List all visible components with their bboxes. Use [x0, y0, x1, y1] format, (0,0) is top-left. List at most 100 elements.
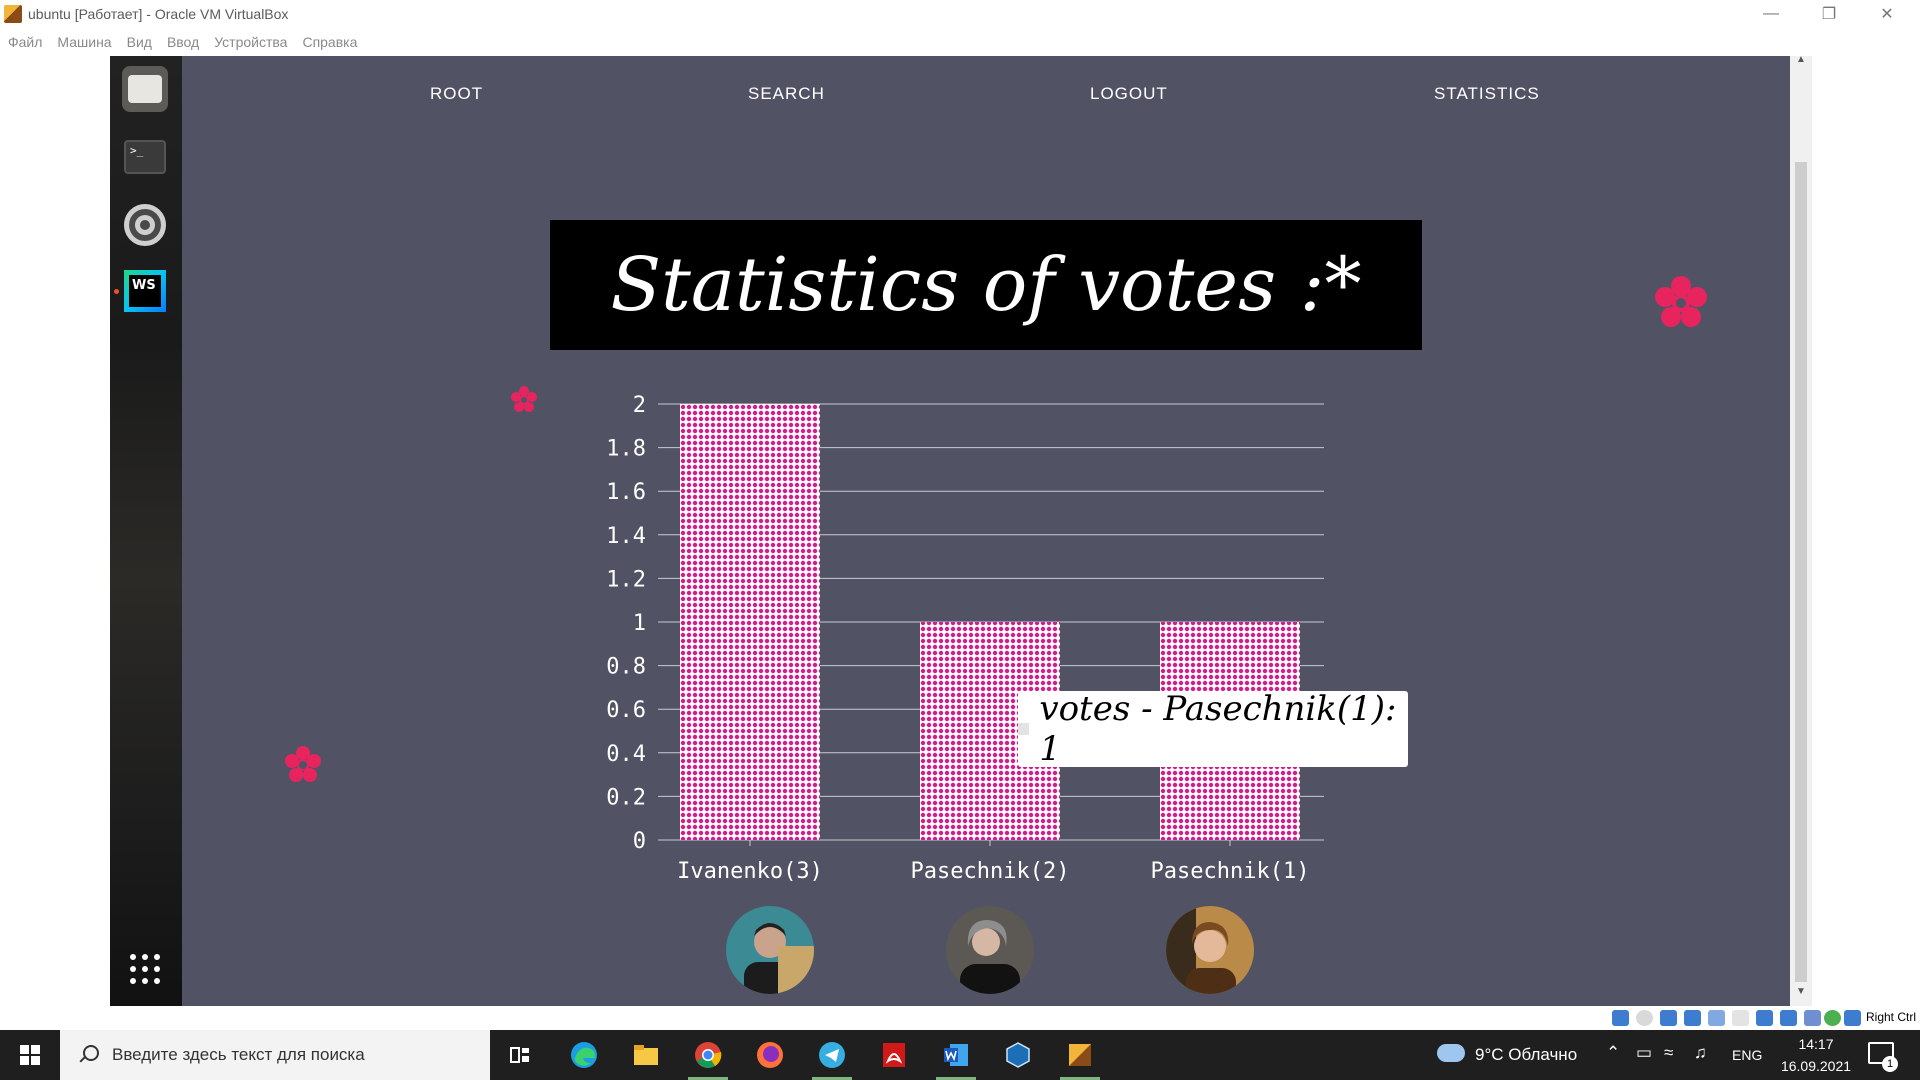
network-icon[interactable]: [1684, 1010, 1701, 1026]
y-tick-label: 1.8: [606, 437, 646, 462]
x-tick-label: Ivanenko(3): [677, 859, 823, 884]
weather-text[interactable]: 9°C Облачно: [1475, 1045, 1578, 1064]
vbox-menubar: Файл Машина Вид Ввод Устройства Справка: [0, 28, 1920, 56]
notification-count: 1: [1882, 1056, 1898, 1072]
scrollbar-thumb[interactable]: [1795, 162, 1807, 982]
files-icon[interactable]: [122, 66, 168, 112]
volume-icon[interactable]: ♫: [1694, 1043, 1707, 1062]
page-title: Statistics of votes :*: [610, 242, 1362, 328]
avatar-pasechnik-1[interactable]: [1166, 906, 1254, 994]
search-placeholder: Введите здесь текст для поиска: [112, 1045, 365, 1064]
flower-icon: [511, 386, 537, 412]
nav-search[interactable]: SEARCH: [748, 84, 825, 103]
windows-logo-icon: [20, 1045, 40, 1065]
virtualbox-icon: [4, 5, 22, 23]
search-icon: [78, 1045, 99, 1065]
minimize-icon[interactable]: —: [1763, 5, 1779, 22]
host-key-label: Right Ctrl: [1866, 1010, 1917, 1024]
telegram-icon[interactable]: [806, 1030, 858, 1080]
guest-screen: >_ WS ROOT SEARCH LOGOUT STATISTICS Stat…: [110, 56, 1790, 1006]
firefox-icon[interactable]: [744, 1030, 796, 1080]
recording-icon[interactable]: [1780, 1010, 1797, 1026]
word-icon[interactable]: [930, 1030, 982, 1080]
battery-icon[interactable]: ▭: [1636, 1043, 1653, 1062]
vbox-scrollbar[interactable]: ▲ ▼: [1790, 54, 1812, 1006]
clock-time[interactable]: 14:17: [1798, 1036, 1834, 1052]
menu-file[interactable]: Файл: [8, 34, 43, 50]
title-banner: Statistics of votes :*: [550, 220, 1422, 350]
webstorm-icon[interactable]: WS: [122, 268, 168, 314]
display-icon[interactable]: [1756, 1010, 1773, 1026]
votes-bar-chart: 0 0.2 0.4 0.6 0.8 1 1.2 1.4 1.6 1.8 2 Ivanenko(3) P…: [606, 393, 1324, 884]
scroll-down-icon[interactable]: ▼: [1796, 986, 1806, 997]
restore-icon[interactable]: ❐: [1821, 6, 1837, 23]
edge-icon[interactable]: [558, 1030, 610, 1080]
menu-help[interactable]: Справка: [302, 34, 358, 50]
y-tick-label: 1: [633, 611, 646, 636]
clock-date[interactable]: 16.09.2021: [1780, 1058, 1852, 1074]
menu-input[interactable]: Ввод: [166, 34, 200, 50]
settings-icon[interactable]: [122, 202, 168, 248]
wifi-icon[interactable]: ≈: [1664, 1043, 1674, 1062]
cpu-icon[interactable]: [1804, 1010, 1821, 1026]
language-indicator[interactable]: ENG: [1732, 1047, 1763, 1063]
y-tick-label: 0.2: [606, 785, 646, 810]
avatar-ivanenko[interactable]: [726, 906, 814, 994]
y-tick-label: 1.4: [606, 524, 646, 549]
active-app-indicator: [936, 1077, 976, 1080]
optical-drive-icon[interactable]: [1636, 1010, 1653, 1026]
active-app-indicator: [1060, 1077, 1100, 1080]
y-tick-label: 0.8: [606, 655, 646, 680]
ubuntu-dock: >_ WS: [110, 56, 182, 1006]
window-title: ubuntu [Работает] - Oracle VM VirtualBox: [28, 6, 289, 22]
show-applications-icon[interactable]: [130, 954, 162, 986]
tooltip-swatch: [1018, 723, 1030, 735]
close-icon[interactable]: ✕: [1880, 6, 1894, 23]
notifications-icon[interactable]: [1868, 1042, 1894, 1064]
menu-devices[interactable]: Устройства: [214, 34, 288, 50]
avatar-pasechnik-2[interactable]: [946, 906, 1034, 994]
y-tick-label: 0.6: [606, 698, 646, 723]
keyboard-icon[interactable]: [1844, 1010, 1861, 1026]
nav-root[interactable]: ROOT: [430, 84, 484, 103]
hdd-icon[interactable]: [1612, 1010, 1629, 1026]
menu-view[interactable]: Вид: [126, 34, 152, 50]
acrobat-icon[interactable]: [868, 1030, 920, 1080]
active-app-indicator: [812, 1077, 852, 1080]
y-tick-label: 0: [633, 829, 646, 854]
nav-statistics[interactable]: STATISTICS: [1434, 84, 1540, 103]
chevron-up-icon[interactable]: ⌃: [1606, 1043, 1621, 1062]
x-tick-label: Pasechnik(2): [911, 859, 1070, 884]
bar-ivanenko-3[interactable]: [680, 404, 820, 840]
file-explorer-icon[interactable]: [620, 1030, 672, 1080]
running-indicator: [114, 289, 119, 294]
taskbar-search[interactable]: Введите здесь текст для поиска: [60, 1030, 490, 1080]
windows-taskbar: Введите здесь текст для поиска 9°C Облач…: [0, 1030, 1920, 1080]
flower-icon: [285, 746, 321, 782]
vbox-statusbar: Right Ctrl: [0, 1006, 1920, 1030]
y-tick-label: 1.6: [606, 480, 646, 505]
cloud-icon[interactable]: [1437, 1044, 1465, 1062]
menu-machine[interactable]: Машина: [57, 34, 112, 50]
y-tick-label: 1.2: [606, 567, 646, 592]
vbox-titlebar: ubuntu [Работает] - Oracle VM VirtualBox…: [0, 0, 1920, 28]
task-view-icon[interactable]: [494, 1030, 546, 1080]
active-app-indicator: [688, 1077, 728, 1080]
x-tick-label: Pasechnik(1): [1151, 859, 1310, 884]
audio-icon[interactable]: [1660, 1010, 1677, 1026]
scroll-up-icon[interactable]: ▲: [1796, 54, 1806, 65]
chart-tooltip: votes - Pasechnik(1): 1: [1018, 689, 1408, 769]
shared-folders-icon[interactable]: [1732, 1010, 1749, 1026]
usb-icon[interactable]: [1708, 1010, 1725, 1026]
y-tick-label: 0.4: [606, 742, 646, 767]
start-button[interactable]: [0, 1030, 60, 1080]
chrome-icon[interactable]: [682, 1030, 734, 1080]
mouse-integration-icon[interactable]: [1824, 1010, 1841, 1026]
flower-icon: [1655, 276, 1707, 327]
virtualbox-taskbar-icon[interactable]: [992, 1030, 1044, 1080]
y-tick-label: 2: [633, 393, 646, 418]
nav-logout[interactable]: LOGOUT: [1090, 84, 1168, 103]
tooltip-text: votes - Pasechnik(1): 1: [1039, 689, 1397, 769]
terminal-icon[interactable]: >_: [122, 134, 168, 180]
vm-window-taskbar-icon[interactable]: [1054, 1030, 1106, 1080]
